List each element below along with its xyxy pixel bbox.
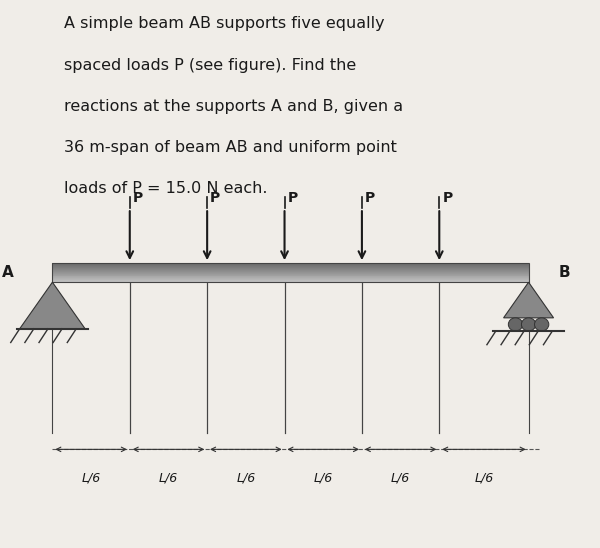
Bar	[52, 272, 529, 273]
Text: P: P	[287, 191, 298, 206]
Bar	[52, 273, 529, 275]
Bar	[52, 263, 529, 264]
Text: loads of P = 15.0 N each.: loads of P = 15.0 N each.	[64, 181, 268, 196]
Bar	[52, 269, 529, 270]
Text: L/6: L/6	[391, 471, 410, 484]
Bar	[52, 265, 529, 266]
Text: P: P	[133, 191, 143, 206]
Bar	[52, 266, 529, 267]
Circle shape	[535, 318, 549, 331]
Bar	[52, 276, 529, 277]
Text: L/6: L/6	[314, 471, 333, 484]
Circle shape	[521, 318, 536, 331]
Bar	[52, 279, 529, 281]
Text: spaced loads P (see figure). Find the: spaced loads P (see figure). Find the	[64, 58, 356, 72]
Text: L/6: L/6	[475, 471, 494, 484]
Bar	[52, 281, 529, 282]
Circle shape	[508, 318, 523, 331]
Text: L/6: L/6	[82, 471, 101, 484]
Bar	[52, 264, 529, 265]
Bar	[52, 268, 529, 269]
Text: reactions at the supports A and B, given a: reactions at the supports A and B, given…	[64, 99, 403, 113]
Text: L/6: L/6	[236, 471, 256, 484]
Text: 36 m-span of beam AB and uniform point: 36 m-span of beam AB and uniform point	[64, 140, 397, 155]
Polygon shape	[20, 282, 85, 329]
Bar	[52, 267, 529, 268]
Bar	[52, 270, 529, 271]
Text: P: P	[365, 191, 375, 206]
Bar	[52, 277, 529, 278]
Bar	[52, 275, 529, 276]
Bar	[52, 263, 529, 282]
Text: P: P	[210, 191, 220, 206]
Text: A: A	[2, 265, 14, 280]
Polygon shape	[503, 282, 554, 318]
Bar	[52, 278, 529, 279]
Text: L/6: L/6	[159, 471, 178, 484]
Text: A simple beam AB supports five equally: A simple beam AB supports five equally	[64, 16, 385, 31]
Bar	[52, 271, 529, 272]
Text: B: B	[559, 265, 570, 280]
Text: P: P	[442, 191, 452, 206]
